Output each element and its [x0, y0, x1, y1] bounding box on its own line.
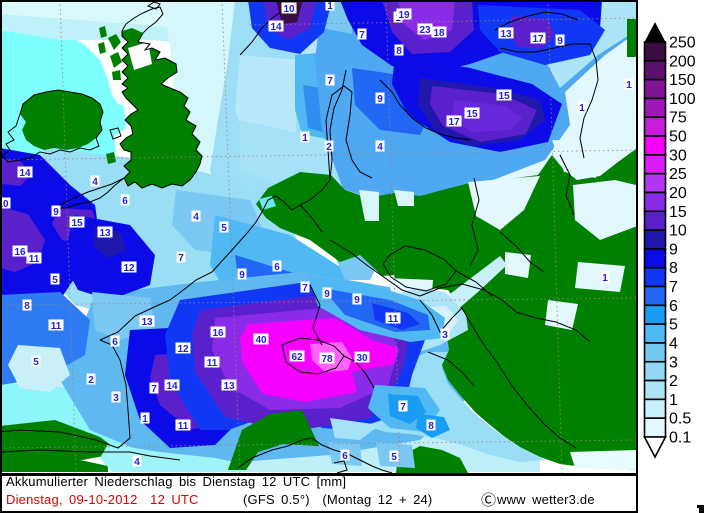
svg-text:9: 9 — [557, 36, 563, 47]
svg-text:8: 8 — [428, 421, 434, 432]
svg-text:4: 4 — [377, 142, 383, 153]
svg-text:4: 4 — [669, 336, 678, 353]
svg-text:15: 15 — [669, 204, 687, 221]
svg-text:11: 11 — [51, 321, 62, 332]
svg-text:78: 78 — [321, 354, 333, 365]
svg-text:13: 13 — [223, 381, 235, 392]
svg-text:6: 6 — [274, 262, 280, 273]
svg-text:Ⓒ: Ⓒ — [481, 492, 496, 509]
svg-text:14: 14 — [19, 168, 31, 179]
svg-text:15: 15 — [466, 109, 478, 120]
svg-text:4: 4 — [134, 457, 140, 468]
svg-text:4: 4 — [92, 177, 98, 188]
svg-text:25: 25 — [669, 166, 687, 183]
svg-text:7: 7 — [400, 402, 406, 413]
svg-text:5: 5 — [33, 357, 39, 368]
svg-text:10: 10 — [0, 199, 9, 210]
svg-text:(GFS 0.5°) (Montag 12 + 24): (GFS 0.5°) (Montag 12 + 24) — [243, 492, 432, 507]
svg-text:13: 13 — [500, 29, 512, 40]
svg-text:20: 20 — [669, 185, 687, 202]
svg-text:13: 13 — [141, 317, 153, 328]
svg-text:www wetter3.de: www wetter3.de — [496, 492, 595, 507]
svg-text:200: 200 — [669, 53, 696, 70]
svg-text:11: 11 — [178, 421, 189, 432]
svg-text:1: 1 — [626, 80, 632, 91]
svg-text:Akkumulierter Niederschlag bis: Akkumulierter Niederschlag bis Dienstag … — [6, 474, 346, 489]
svg-text:4: 4 — [193, 212, 199, 223]
svg-text:17: 17 — [448, 117, 460, 128]
svg-text:18: 18 — [433, 28, 445, 39]
svg-text:16: 16 — [212, 328, 224, 339]
svg-text:7: 7 — [302, 283, 308, 294]
svg-text:50: 50 — [669, 129, 687, 146]
svg-text:1: 1 — [302, 133, 308, 144]
svg-text:19: 19 — [398, 10, 410, 21]
svg-text:1: 1 — [142, 414, 148, 425]
svg-text:3: 3 — [669, 354, 678, 371]
svg-text:3: 3 — [113, 393, 119, 404]
svg-text:40: 40 — [255, 335, 267, 346]
svg-text:2: 2 — [326, 142, 332, 153]
svg-text:9: 9 — [324, 289, 330, 300]
svg-text:1: 1 — [669, 392, 678, 409]
svg-text:14: 14 — [270, 22, 282, 33]
svg-text:3: 3 — [442, 330, 448, 341]
svg-text:2: 2 — [88, 375, 94, 386]
svg-text:8: 8 — [396, 46, 402, 57]
svg-text:5: 5 — [669, 317, 678, 334]
svg-text:13: 13 — [99, 228, 111, 239]
svg-text:15: 15 — [498, 91, 510, 102]
svg-text:9: 9 — [377, 94, 383, 105]
svg-text:1: 1 — [579, 103, 585, 114]
svg-text:1: 1 — [602, 273, 608, 284]
svg-text:100: 100 — [669, 91, 696, 108]
svg-text:7: 7 — [327, 76, 333, 87]
svg-text:6: 6 — [112, 337, 118, 348]
svg-text:7: 7 — [151, 384, 157, 395]
svg-text:5: 5 — [391, 452, 397, 463]
svg-text:9: 9 — [669, 241, 678, 258]
svg-text:17: 17 — [532, 34, 544, 45]
svg-text:30: 30 — [356, 353, 368, 364]
svg-text:5: 5 — [52, 275, 58, 286]
svg-text:5: 5 — [221, 223, 227, 234]
svg-text:15: 15 — [71, 218, 83, 229]
svg-text:62: 62 — [291, 352, 303, 363]
svg-text:11: 11 — [388, 314, 399, 325]
svg-text:250: 250 — [669, 35, 696, 52]
svg-text:7: 7 — [178, 253, 184, 264]
svg-text:7: 7 — [359, 30, 365, 41]
svg-text:11: 11 — [29, 254, 40, 265]
svg-text:30: 30 — [669, 147, 687, 164]
svg-text:6: 6 — [342, 451, 348, 462]
svg-text:14: 14 — [166, 381, 178, 392]
svg-text:6: 6 — [122, 196, 128, 207]
svg-text:10: 10 — [669, 223, 687, 240]
svg-text:0.1: 0.1 — [669, 430, 691, 447]
svg-text:11: 11 — [207, 358, 218, 369]
svg-text:9: 9 — [239, 270, 245, 281]
svg-text:0.5: 0.5 — [669, 411, 691, 428]
svg-text:8: 8 — [24, 301, 30, 312]
svg-text:75: 75 — [669, 110, 687, 127]
svg-text:12: 12 — [123, 263, 135, 274]
svg-text:1: 1 — [327, 1, 333, 12]
svg-text:10: 10 — [283, 4, 295, 15]
svg-text:2: 2 — [669, 373, 678, 390]
svg-text:9: 9 — [354, 295, 360, 306]
svg-text:9: 9 — [53, 207, 59, 218]
svg-text:12: 12 — [177, 344, 189, 355]
svg-text:6: 6 — [669, 298, 678, 315]
svg-text:7: 7 — [669, 279, 678, 296]
svg-text:16: 16 — [14, 247, 26, 258]
svg-text:8: 8 — [669, 260, 678, 277]
svg-text:150: 150 — [669, 72, 696, 89]
svg-text:23: 23 — [419, 25, 431, 36]
svg-text:Dienstag, 09-10-2012 12 UTC: Dienstag, 09-10-2012 12 UTC — [6, 492, 199, 507]
